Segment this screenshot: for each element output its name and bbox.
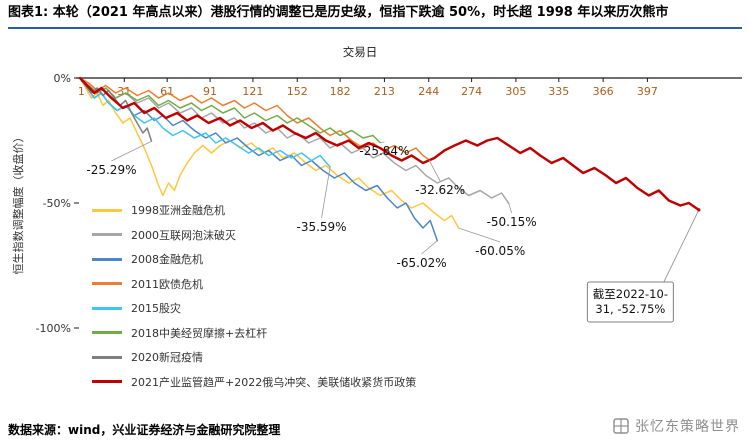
annotation-leader-line [380, 141, 385, 143]
annotation-leader-line [421, 240, 438, 255]
watermark-text: 张忆东策略世界 [635, 419, 740, 435]
callout-box [586, 281, 674, 323]
x-tick-label: 91 [203, 85, 217, 98]
figure-title: 图表1: 本轮（2021 年高点以来）港股行情的调整已是历史级，恒指下跌逾 50… [8, 5, 742, 29]
callout-leader-line [662, 209, 700, 284]
watermark: 张忆东策略世界 [613, 416, 740, 436]
series-line [78, 76, 700, 212]
drawdown-annotation: -50.15% [487, 215, 537, 229]
x-tick-label: 397 [637, 85, 658, 98]
legend-swatch [92, 233, 122, 237]
x-tick-label: 182 [330, 85, 351, 98]
legend-swatch [92, 355, 122, 359]
x-tick-label: 244 [418, 85, 439, 98]
data-source: 数据来源：wind，兴业证券经济与金融研究院整理 [8, 423, 281, 437]
legend-label: 2011欧债危机 [131, 277, 203, 291]
drawdown-annotation: -25.84% [359, 144, 409, 158]
legend-swatch [92, 306, 122, 310]
x-tick-label: 366 [593, 85, 614, 98]
x-tick-label: 213 [374, 85, 395, 98]
annotation-leader-line [428, 159, 441, 182]
legend-label: 1998亚洲金融危机 [131, 204, 225, 218]
legend-swatch [92, 208, 122, 212]
annotation-leader-line [111, 140, 152, 162]
y-tick-label: -100% [36, 322, 71, 335]
legend-label: 2000互联网泡沫破灭 [131, 228, 236, 242]
x-tick-label: 305 [505, 85, 526, 98]
callout-text-line: 截至2022-10- [593, 287, 668, 301]
callout-text-line: 31, -52.75% [595, 302, 665, 316]
legend-swatch [92, 282, 122, 286]
drawdown-annotation: -65.02% [397, 256, 447, 270]
legend-label: 2021产业监管趋严+2022俄乌冲突、美联储收紧货币政策 [131, 375, 417, 389]
drawdown-annotation: -60.05% [475, 244, 525, 258]
drawdown-chart: 1 31 61 91 121 152 182 213 244 274 305 335 366 397 交易日… [0, 36, 750, 404]
annotation-leader-line [458, 227, 501, 243]
legend-label: 2015股灾 [131, 302, 181, 316]
drawdown-chart-svg: 1 31 61 91 121 152 182 213 244 274 305 335 366 397交易日… [11, 45, 742, 335]
legend-swatch [92, 257, 122, 261]
drawdown-annotation: -32.62% [415, 183, 465, 197]
legend-item: 2021产业监管趋严+2022俄乌冲突、美联储收紧货币政策 [92, 370, 416, 395]
drawdown-annotation: -35.59% [296, 220, 346, 234]
series-line [79, 77, 510, 205]
drawdown-annotation: -25.29% [86, 163, 136, 177]
annotation-leader-line [321, 166, 331, 219]
annotation-leader-line [508, 203, 513, 214]
legend-label: 2018中美经贸摩擦+去杠杆 [131, 326, 268, 340]
legend-label: 2008金融危机 [131, 253, 203, 267]
series-line [79, 77, 331, 168]
x-tick-label: 121 [242, 85, 263, 98]
legend-item: 2008金融危机 [92, 247, 416, 272]
legend-item: 2020新冠疫情 [92, 345, 416, 370]
x-axis-title: 交易日 [343, 45, 378, 59]
legend-item: 2015股灾 [92, 296, 416, 321]
y-axis-title: 恒生指数调整幅度（收盘价） [11, 132, 25, 275]
x-tick-label: 274 [461, 85, 482, 98]
legend-item: 2000互联网泡沫破灭 [92, 223, 416, 248]
legend-swatch [92, 331, 122, 335]
series-line [79, 77, 381, 144]
wechat-grid-icon [613, 418, 629, 434]
legend-item: 2018中美经贸摩擦+去杠杆 [92, 321, 416, 346]
legend-label: 2020新冠疫情 [131, 351, 203, 365]
legend-item: 1998亚洲金融危机 [92, 198, 416, 223]
y-tick-label: -50% [43, 197, 71, 210]
chart-legend: 1998亚洲金融危机 2000互联网泡沫破灭 2008金融危机 2011欧债危机 201… [92, 198, 416, 394]
x-tick-label: 152 [287, 85, 308, 98]
y-tick-label: 0% [54, 72, 71, 85]
x-tick-label: 335 [548, 85, 569, 98]
legend-item: 2011欧债危机 [92, 272, 416, 297]
callout-target-point [697, 208, 701, 212]
legend-swatch [92, 380, 122, 384]
x-tick-label: 1 [78, 85, 85, 98]
